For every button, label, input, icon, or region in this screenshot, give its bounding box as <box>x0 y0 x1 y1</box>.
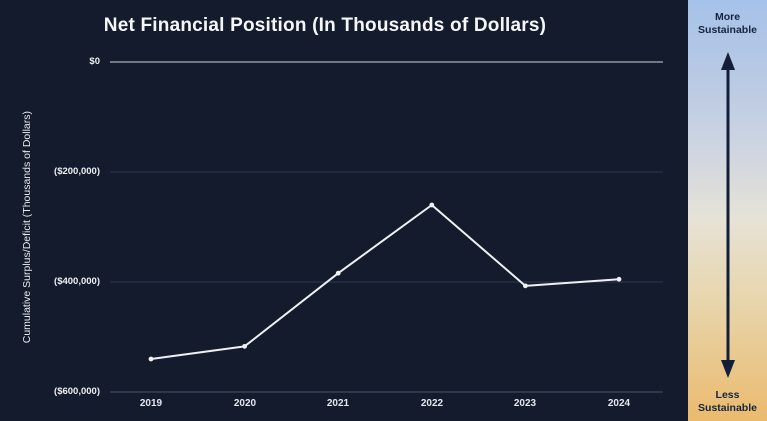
y-tick-label: ($200,000) <box>54 166 100 177</box>
page-title: Net Financial Position (In Thousands of … <box>103 15 547 36</box>
y-tick-label: ($400,000) <box>54 276 100 287</box>
less-sustainable-label: Less Sustainable <box>698 389 757 414</box>
sustainability-scale-sidebar: More Sustainable Less Sustainable <box>688 0 767 421</box>
x-tick-label: 2022 <box>420 398 444 409</box>
more-sustainable-label: More Sustainable <box>698 11 757 36</box>
line-chart <box>110 61 663 393</box>
y-tick-label: $0 <box>89 56 100 67</box>
chart-panel: Net Financial Position (In Thousands of … <box>21 15 663 409</box>
x-tick-label: 2021 <box>326 398 350 409</box>
x-tick-label: 2024 <box>607 398 631 409</box>
sustainability-arrow-icon <box>721 52 735 378</box>
x-tick-label: 2023 <box>513 398 537 409</box>
x-tick-label: 2020 <box>233 398 257 409</box>
y-tick-label: ($600,000) <box>54 386 100 397</box>
x-tick-label: 2019 <box>139 398 163 409</box>
